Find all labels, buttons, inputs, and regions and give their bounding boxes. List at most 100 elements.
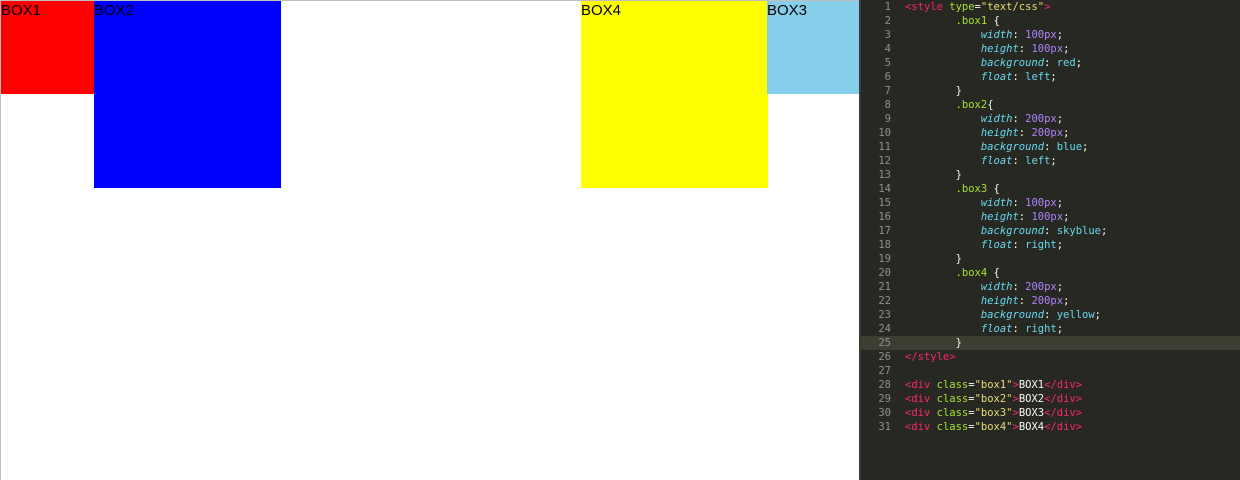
line-number: 8 [884,99,891,111]
code-line[interactable]: 7 } [861,84,1240,98]
code-line[interactable]: 2 .box1 { [861,14,1240,28]
code-token: right [1025,239,1057,251]
code-token: class [930,421,969,433]
code-token: height [980,211,1019,223]
code-token: blue [1056,141,1083,153]
line-number: 9 [884,113,891,125]
code-token [905,155,981,167]
code-token: width [980,29,1013,41]
code-token: = [968,393,975,405]
code-token [905,99,956,111]
code-token: left [1025,155,1051,167]
code-text: } [905,84,962,98]
code-token: ; [1056,29,1064,41]
code-line[interactable]: 27 [861,364,1240,378]
code-token: ; [1050,155,1057,167]
code-line[interactable]: 22 height: 200px; [861,294,1240,308]
code-line[interactable]: 14 .box3 { [861,182,1240,196]
code-token: 200px [1031,127,1064,139]
code-line[interactable]: 29 <div class="box2">BOX2</div> [861,392,1240,406]
code-token: : [1044,225,1057,237]
code-text: float: left; [905,70,1057,84]
code-token: : [1018,43,1032,55]
code-line[interactable]: 17 background: skyblue; [861,224,1240,238]
code-token: </div> [1044,407,1083,419]
line-number: 19 [878,253,891,265]
code-token: .box3 [955,183,988,195]
code-token [905,71,981,83]
code-text: height: 100px; [905,42,1070,56]
code-token: </div> [1044,379,1083,391]
line-number: 27 [878,365,891,377]
code-token [905,295,981,307]
code-token [905,57,981,69]
code-token: type [942,1,975,13]
code-token: } [955,337,962,349]
code-line[interactable]: 26 </style> [861,350,1240,364]
code-line[interactable]: 6 float: left; [861,70,1240,84]
code-line[interactable]: 10 height: 200px; [861,126,1240,140]
code-text: .box1 { [905,14,1000,28]
line-number: 29 [878,393,891,405]
line-number: 10 [878,127,891,139]
code-line[interactable]: 31 <div class="box4">BOX4</div> [861,420,1240,434]
code-line[interactable]: 21 width: 200px; [861,280,1240,294]
code-line[interactable]: 11 background: blue; [861,140,1240,154]
code-token: .box4 [955,267,988,279]
code-line[interactable]: 28 <div class="box1">BOX1</div> [861,378,1240,392]
code-editor[interactable]: 1 <style type="text/css"> 2 .box1 {3 width… [859,0,1240,480]
code-line[interactable]: 9 width: 200px; [861,112,1240,126]
code-line[interactable]: 30 <div class="box3">BOX3</div> [861,406,1240,420]
code-line[interactable]: 12 float: left; [861,154,1240,168]
code-token [905,267,956,279]
code-token: width [980,281,1013,293]
line-number: 21 [878,281,891,293]
code-token: : [1012,29,1026,41]
code-line[interactable]: 16 height: 100px; [861,210,1240,224]
code-token: background [980,141,1045,153]
code-text: background: red; [905,56,1082,70]
code-token: : [1012,155,1026,167]
code-text: <div class="box1">BOX1</div> [905,378,1082,392]
line-number: 11 [878,141,891,153]
box4: BOX4 [581,1,768,188]
code-line[interactable]: 20 .box4 { [861,266,1240,280]
line-number: 4 [884,43,891,55]
code-token: 200px [1025,113,1057,125]
line-number: 24 [878,323,891,335]
code-line[interactable]: 19 } [861,252,1240,266]
line-number: 17 [878,225,891,237]
code-line[interactable]: 4 height: 100px; [861,42,1240,56]
code-line[interactable]: 24 float: right; [861,322,1240,336]
code-token: > [1012,421,1019,433]
code-text: .box3 { [905,182,1000,196]
code-token: "box2" [974,393,1013,405]
code-line[interactable]: 13 } [861,168,1240,182]
code-line[interactable]: 3 width: 100px; [861,28,1240,42]
code-token: ; [1050,71,1057,83]
code-token: background [980,225,1045,237]
code-line[interactable]: 18 float: right; [861,238,1240,252]
code-token [905,85,956,97]
code-line[interactable]: 23 background: yellow; [861,308,1240,322]
code-line[interactable]: 5 background: red; [861,56,1240,70]
code-token: ; [1075,57,1083,69]
code-token: : [1012,197,1026,209]
code-token: float [980,239,1013,251]
code-token: ; [1094,309,1101,321]
code-token: ; [1056,323,1064,335]
code-text: float: right; [905,238,1063,252]
code-token: width [980,197,1013,209]
code-token: : [1012,281,1026,293]
code-line[interactable]: 15 width: 100px; [861,196,1240,210]
code-token: : [1018,127,1032,139]
code-token: = [974,1,981,13]
line-number: 6 [884,71,891,83]
code-line[interactable]: 1 <style type="text/css"> [861,0,1240,14]
code-line[interactable]: 8 .box2{ [861,98,1240,112]
code-token: ; [1101,225,1108,237]
code-token: : [1044,57,1057,69]
code-token: float [980,323,1013,335]
code-token: 200px [1031,295,1064,307]
code-line[interactable]: 25 } [861,336,1240,350]
